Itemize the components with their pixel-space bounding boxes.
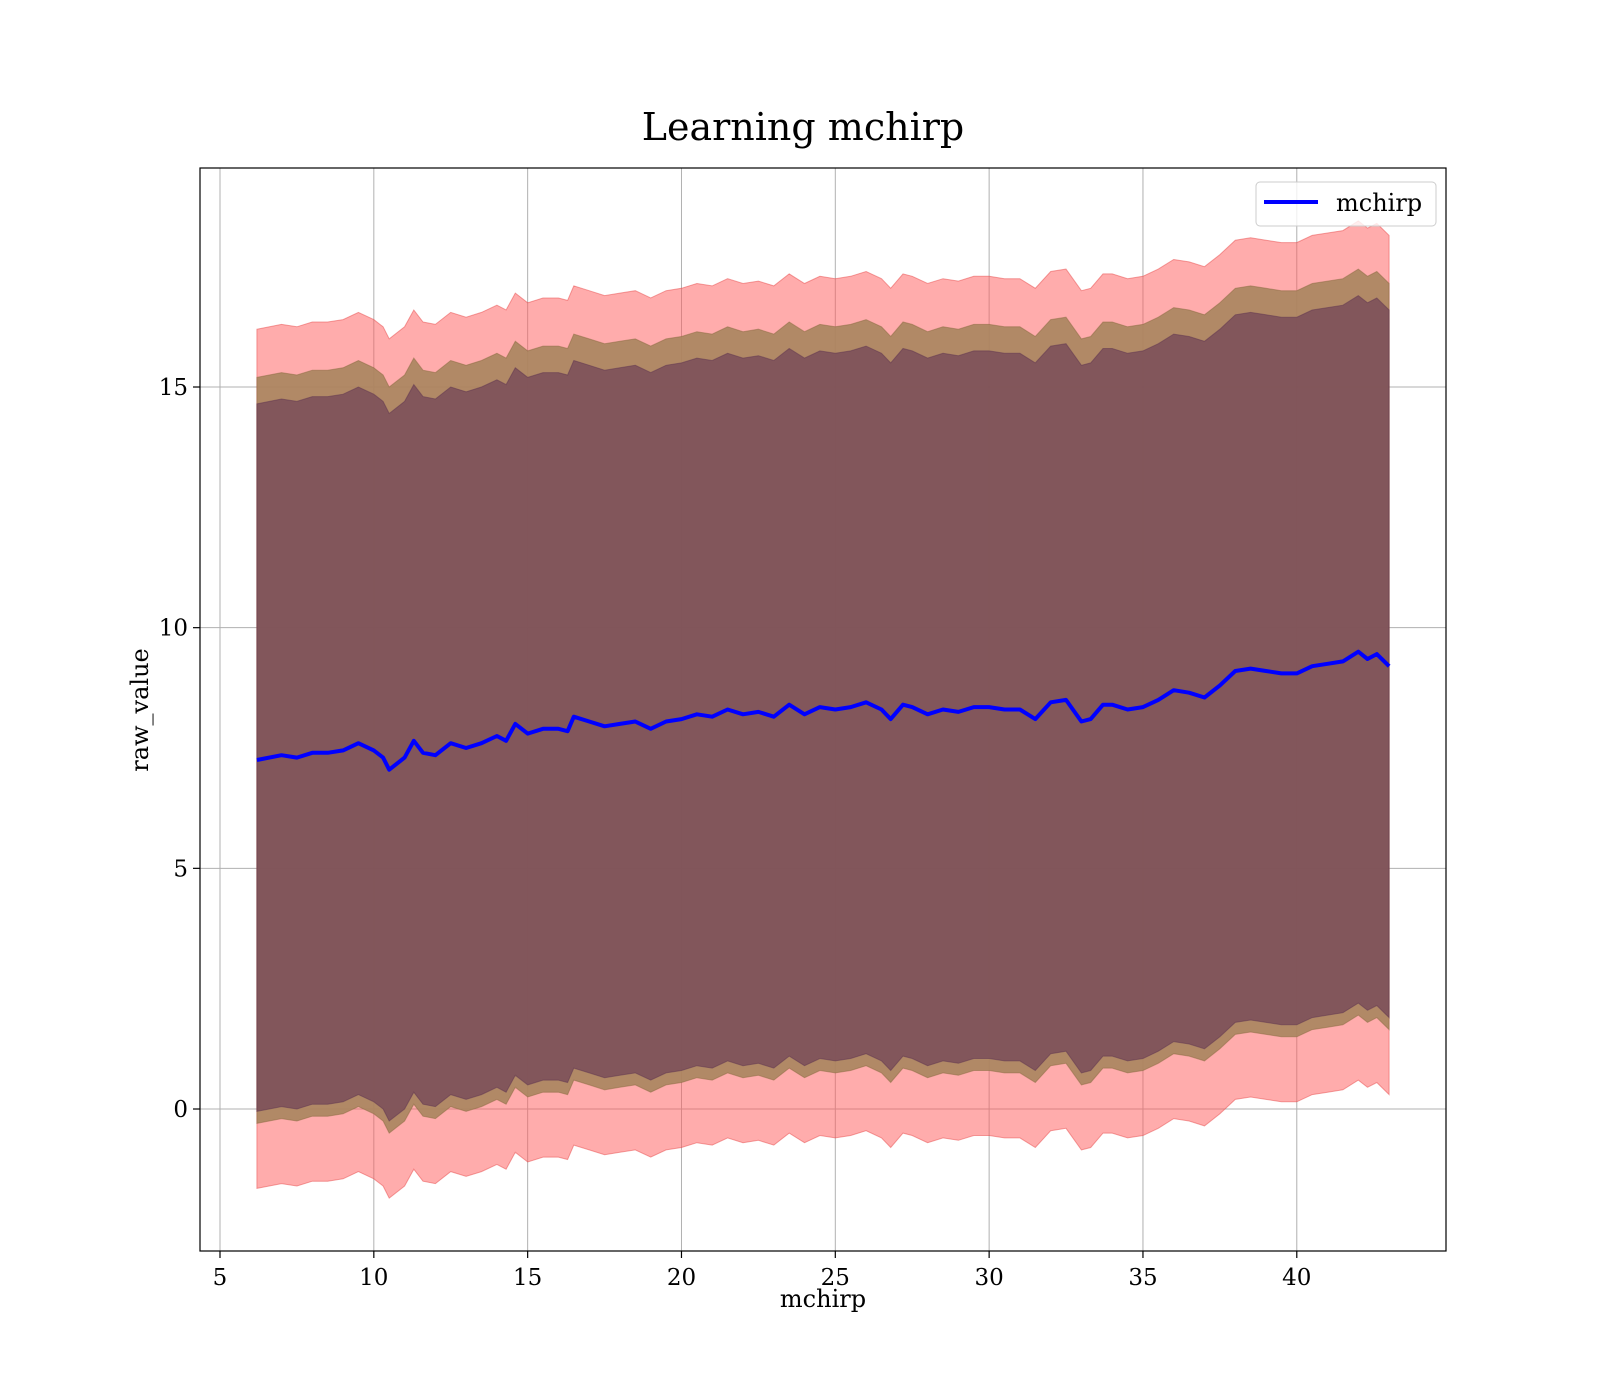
x-tick-label: 40 <box>1282 1265 1311 1291</box>
x-tick-label: 5 <box>213 1265 228 1291</box>
series-line-mchirp <box>256 649 1391 772</box>
legend: mchirp <box>1255 181 1437 227</box>
y-tick-label: 0 <box>173 1097 188 1123</box>
chart-title: Learning mchirp <box>642 105 964 149</box>
x-tick-label: 25 <box>821 1265 850 1291</box>
x-tick-label: 15 <box>513 1265 542 1291</box>
x-tick-label: 10 <box>359 1265 388 1291</box>
y-tick-label: 5 <box>173 856 188 882</box>
y-tick-label: 15 <box>159 375 188 401</box>
y-ticks: 0 5 10 15 <box>159 375 200 1123</box>
x-tick-label: 20 <box>667 1265 696 1291</box>
legend-box <box>1255 181 1437 227</box>
x-tick-label: 30 <box>974 1265 1003 1291</box>
x-axis-label: mchirp <box>780 1285 866 1313</box>
x-tick-label: 35 <box>1128 1265 1157 1291</box>
legend-entry-mchirp: mchirp <box>1336 189 1422 217</box>
x-ticks: 5 10 15 20 25 30 35 40 <box>213 1251 1311 1291</box>
y-tick-label: 10 <box>159 616 188 642</box>
y-axis-label: raw_value <box>126 648 154 772</box>
series-group <box>256 649 1391 772</box>
plot-frame <box>199 167 1447 1252</box>
